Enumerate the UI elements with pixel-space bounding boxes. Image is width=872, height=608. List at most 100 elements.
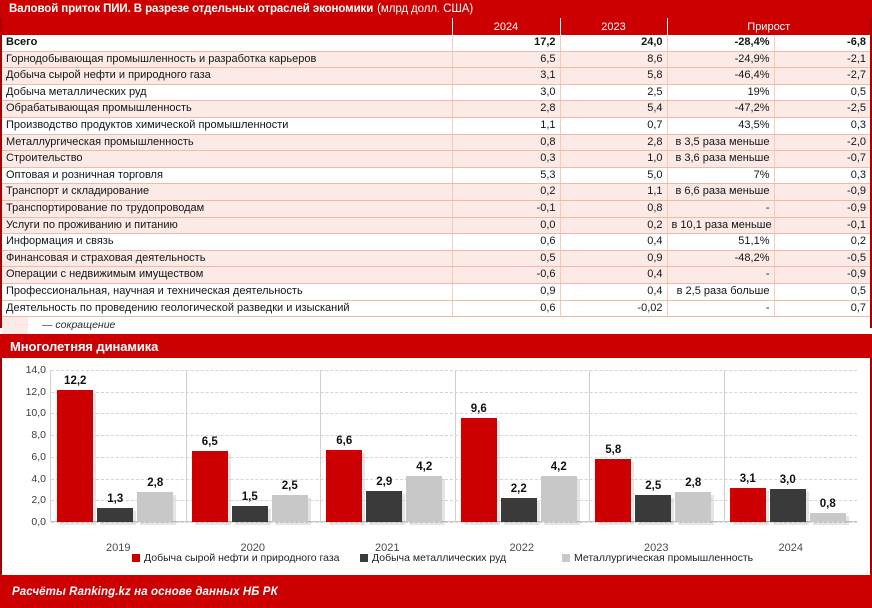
chart-legend-item[interactable]: Добыча металлических руд	[360, 552, 506, 564]
chart-bar[interactable]: 2,2	[500, 483, 540, 525]
chart-y-axis-tick: 2,0	[31, 494, 46, 507]
cell-growth-absolute: 0,2	[774, 233, 871, 251]
chart-legend-swatch	[132, 554, 140, 562]
cell-value-2024: 0,8	[452, 134, 561, 152]
footer-source-text: Расчёты Ranking.kz на основе данных НБ Р…	[12, 585, 278, 598]
chart-bar[interactable]: 0,8	[809, 498, 849, 525]
chart-bar[interactable]: 3,0	[769, 474, 809, 525]
cell-value-2023: 8,6	[560, 51, 668, 69]
footnote-shade-block	[2, 317, 28, 335]
chart-legend-item[interactable]: Добыча сырой нефти и природного газа	[132, 552, 339, 564]
chart-bar[interactable]: 2,5	[271, 480, 311, 525]
table-row: Производство продуктов химической промыш…	[2, 117, 871, 135]
chart-y-axis-tick: 10,0	[25, 407, 46, 420]
chart-bar-value-label: 9,6	[470, 402, 487, 415]
chart-legend-item[interactable]: Металлургическая промышленность	[562, 552, 753, 564]
table-row: Операции с недвижимым имуществом -0,6 0,4-…	[2, 266, 871, 284]
cell-value-2023: -0,02	[560, 300, 668, 318]
cell-value-2023: 0,4	[560, 233, 668, 251]
chart-gridline	[51, 370, 857, 371]
cell-value-2024: 17,2	[452, 35, 561, 52]
chart-bar-fill	[729, 488, 766, 522]
chart-bar-fill	[540, 476, 577, 522]
chart-bar[interactable]: 6,5	[191, 436, 231, 525]
footnote-empty-cell	[452, 316, 560, 335]
cell-industry-name: Оптовая и розничная торговля	[2, 167, 453, 185]
chart-bar[interactable]: 1,3	[97, 493, 137, 525]
chart-bar[interactable]: 9,6	[460, 403, 500, 525]
table-row: Финансовая и страховая деятельность 0,5 0,…	[2, 250, 871, 268]
chart-bar[interactable]: 2,8	[675, 477, 715, 525]
cell-growth-absolute: 0,7	[774, 300, 871, 318]
cell-growth-percent: -	[667, 300, 775, 318]
chart-gridline	[51, 456, 857, 458]
cell-value-2023: 1,0	[560, 150, 668, 168]
chart-bar[interactable]: 4,2	[540, 461, 580, 525]
chart-bar-value-label: 4,2	[550, 461, 567, 474]
chart-bar-fill	[460, 417, 497, 522]
fdi-table-container: 2024 2023 Прирост Всего 17,2 24,0 -28,4% -6,…	[0, 18, 872, 335]
table-header-row: 2024 2023 Прирост	[2, 18, 871, 35]
cell-value-2024: 0,3	[452, 150, 561, 168]
cell-growth-percent: -47,2%	[667, 100, 775, 118]
cell-industry-name: Обрабатывающая промышленность	[2, 100, 453, 118]
cell-growth-absolute: -2,0	[774, 134, 871, 152]
cell-value-2024: 0,9	[452, 283, 561, 301]
chart-bar-group: 5,8 2,5 2,8	[589, 370, 724, 525]
chart-bar[interactable]: 4,2	[406, 461, 446, 525]
chart-bar-fill	[809, 513, 846, 522]
chart-y-axis-tick: 12,0	[25, 385, 46, 398]
chart-bar-fill	[595, 459, 632, 522]
chart-gridline	[51, 435, 857, 437]
chart-bar[interactable]: 5,8	[595, 444, 635, 525]
chart-bar-value-label: 1,3	[107, 492, 124, 505]
chart-bar-group: 3,1 3,0 0,8	[724, 370, 859, 525]
chart-group-separator	[723, 370, 725, 522]
table-row: Информация и связь 0,6 0,4 51,1% 0,2	[2, 233, 871, 251]
table-row: Услуги по проживанию и питанию 0,0 0,2 в 10…	[2, 217, 871, 235]
column-header-2023: 2023	[559, 18, 667, 35]
table-body: Всего 17,2 24,0 -28,4% -6,8 Горнодобывающая п…	[2, 35, 871, 335]
chart-bar-group: 9,6 2,2 4,2	[455, 370, 590, 525]
cell-growth-absolute: 0,5	[774, 84, 871, 102]
chart-bar[interactable]: 2,9	[366, 476, 406, 525]
cell-growth-percent: -	[667, 266, 775, 284]
chart-bar[interactable]: 1,5	[231, 491, 271, 525]
chart-bar[interactable]: 12,2	[57, 375, 97, 525]
cell-value-2023: 2,5	[560, 84, 668, 102]
chart-bar[interactable]: 2,5	[635, 480, 675, 525]
chart-x-axis-tick: 2024	[778, 542, 803, 554]
cell-industry-name: Горнодобывающая промышленность и разрабо…	[2, 51, 453, 69]
footnote-text: — сокращение	[42, 318, 116, 331]
footnote-empty-cell	[774, 316, 871, 335]
chart-x-axis-tick: 2023	[644, 542, 669, 554]
cell-value-2024: 2,8	[452, 100, 561, 118]
cell-industry-name: Финансовая и страховая деятельность	[2, 250, 453, 268]
cell-value-2023: 5,4	[560, 100, 668, 118]
chart-gridline	[51, 413, 857, 415]
chart-bar[interactable]: 3,1	[729, 473, 769, 525]
chart-y-axis-tick: 8,0	[31, 429, 46, 442]
chart-bar-value-label: 4,2	[416, 461, 433, 474]
chart-legend-label: Металлургическая промышленность	[574, 552, 754, 564]
chart-plot-area: 0,0 2,0 4,0 6,0 8,0 10,0 12,0 14,0 12,2 1,3 2,8 201…	[26, 364, 859, 554]
chart-bar-value-label: 0,8	[819, 498, 836, 511]
cell-value-2023: 1,1	[560, 183, 668, 201]
cell-industry-name: Всего	[2, 35, 453, 52]
cell-growth-absolute: -6,8	[774, 35, 871, 52]
cell-industry-name: Профессиональная, научная и техническая …	[2, 283, 453, 301]
cell-growth-absolute: -0,1	[774, 217, 871, 235]
cell-growth-percent: в 10,1 раза меньше	[667, 217, 775, 235]
chart-bar-fill	[137, 491, 174, 522]
cell-value-2024: 5,3	[452, 167, 561, 185]
cell-growth-percent: в 3,5 раза меньше	[667, 134, 775, 152]
chart-bar[interactable]: 6,6	[326, 435, 366, 525]
cell-industry-name: Услуги по проживанию и питанию	[2, 217, 453, 235]
cell-growth-percent: 51,1%	[667, 233, 775, 251]
cell-value-2024: 0,6	[452, 300, 561, 318]
cell-growth-absolute: -0,9	[774, 200, 871, 218]
chart-bar[interactable]: 2,8	[137, 477, 177, 525]
cell-industry-name: Операции с недвижимым имуществом	[2, 266, 453, 284]
cell-value-2023: 0,2	[560, 217, 668, 235]
cell-industry-name: Строительство	[2, 150, 453, 168]
